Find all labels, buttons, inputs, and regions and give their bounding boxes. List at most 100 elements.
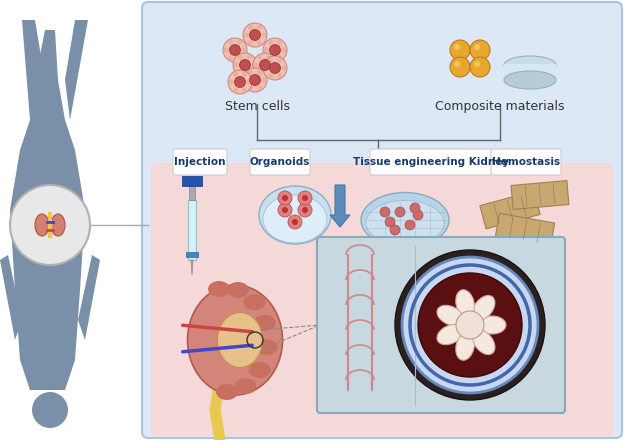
Circle shape bbox=[251, 62, 256, 67]
Ellipse shape bbox=[504, 71, 556, 89]
Polygon shape bbox=[182, 176, 202, 186]
Circle shape bbox=[292, 219, 298, 225]
Circle shape bbox=[246, 80, 251, 84]
Polygon shape bbox=[78, 255, 100, 340]
Circle shape bbox=[281, 66, 286, 70]
Circle shape bbox=[281, 48, 286, 52]
Circle shape bbox=[405, 220, 415, 230]
Circle shape bbox=[257, 40, 262, 45]
Polygon shape bbox=[184, 178, 200, 184]
Circle shape bbox=[277, 58, 282, 63]
Circle shape bbox=[223, 48, 228, 52]
FancyBboxPatch shape bbox=[491, 149, 561, 175]
Text: Composite materials: Composite materials bbox=[436, 100, 565, 113]
Circle shape bbox=[395, 207, 405, 217]
Circle shape bbox=[258, 55, 263, 60]
Circle shape bbox=[395, 250, 545, 400]
Circle shape bbox=[380, 207, 390, 217]
Bar bbox=[504, 64, 556, 80]
Ellipse shape bbox=[187, 285, 283, 395]
Polygon shape bbox=[189, 182, 195, 200]
Circle shape bbox=[282, 207, 288, 213]
Polygon shape bbox=[186, 252, 198, 257]
Circle shape bbox=[450, 40, 470, 60]
Circle shape bbox=[248, 25, 253, 30]
Ellipse shape bbox=[227, 282, 249, 298]
Text: Organoids: Organoids bbox=[250, 157, 310, 167]
Ellipse shape bbox=[254, 315, 276, 331]
Circle shape bbox=[282, 195, 288, 201]
Polygon shape bbox=[22, 20, 45, 120]
Circle shape bbox=[261, 33, 266, 37]
Circle shape bbox=[410, 203, 420, 213]
Ellipse shape bbox=[263, 195, 327, 243]
Circle shape bbox=[242, 87, 247, 92]
Ellipse shape bbox=[248, 362, 271, 378]
FancyBboxPatch shape bbox=[370, 149, 492, 175]
Text: Stem cells: Stem cells bbox=[225, 100, 290, 113]
Circle shape bbox=[248, 85, 253, 90]
Ellipse shape bbox=[504, 56, 556, 74]
Circle shape bbox=[270, 62, 280, 73]
Circle shape bbox=[257, 25, 262, 30]
Circle shape bbox=[223, 38, 247, 62]
Circle shape bbox=[278, 191, 292, 205]
Circle shape bbox=[240, 59, 250, 70]
Circle shape bbox=[302, 195, 308, 201]
Polygon shape bbox=[10, 30, 85, 390]
Polygon shape bbox=[188, 200, 196, 260]
Ellipse shape bbox=[216, 384, 238, 400]
Circle shape bbox=[243, 23, 267, 47]
FancyArrow shape bbox=[330, 185, 350, 227]
Circle shape bbox=[454, 44, 460, 50]
Ellipse shape bbox=[243, 294, 265, 310]
Circle shape bbox=[268, 58, 273, 63]
Circle shape bbox=[267, 55, 272, 60]
Circle shape bbox=[237, 55, 242, 60]
Text: Injection: Injection bbox=[174, 157, 226, 167]
Ellipse shape bbox=[35, 214, 49, 236]
Polygon shape bbox=[0, 255, 22, 340]
Circle shape bbox=[263, 38, 287, 62]
Circle shape bbox=[247, 70, 252, 75]
Ellipse shape bbox=[51, 214, 65, 236]
Circle shape bbox=[474, 44, 480, 50]
Circle shape bbox=[298, 203, 312, 217]
Circle shape bbox=[450, 57, 470, 77]
Circle shape bbox=[10, 185, 90, 265]
Circle shape bbox=[238, 70, 243, 75]
Circle shape bbox=[243, 68, 267, 92]
Ellipse shape bbox=[259, 186, 331, 244]
Ellipse shape bbox=[366, 201, 444, 246]
Circle shape bbox=[233, 62, 238, 67]
Circle shape bbox=[288, 215, 302, 229]
Circle shape bbox=[228, 70, 252, 94]
Circle shape bbox=[268, 55, 273, 60]
Circle shape bbox=[263, 48, 268, 52]
Circle shape bbox=[257, 85, 262, 90]
Circle shape bbox=[277, 55, 282, 60]
Polygon shape bbox=[495, 213, 555, 247]
Ellipse shape bbox=[361, 193, 449, 247]
Ellipse shape bbox=[218, 312, 263, 367]
Circle shape bbox=[470, 57, 490, 77]
Circle shape bbox=[268, 73, 273, 78]
Circle shape bbox=[253, 53, 277, 77]
Circle shape bbox=[271, 62, 276, 67]
Circle shape bbox=[260, 59, 270, 70]
Circle shape bbox=[228, 55, 233, 60]
Ellipse shape bbox=[472, 296, 495, 320]
Circle shape bbox=[248, 40, 253, 45]
Circle shape bbox=[263, 56, 287, 80]
Ellipse shape bbox=[472, 330, 495, 355]
Circle shape bbox=[268, 40, 273, 45]
Ellipse shape bbox=[208, 281, 230, 297]
Circle shape bbox=[233, 87, 238, 92]
FancyBboxPatch shape bbox=[142, 2, 622, 438]
Circle shape bbox=[413, 210, 423, 220]
Circle shape bbox=[385, 217, 395, 227]
Polygon shape bbox=[511, 180, 569, 209]
Text: Tissue engineering Kidney: Tissue engineering Kidney bbox=[353, 157, 509, 167]
Ellipse shape bbox=[456, 290, 474, 317]
Circle shape bbox=[248, 70, 253, 75]
